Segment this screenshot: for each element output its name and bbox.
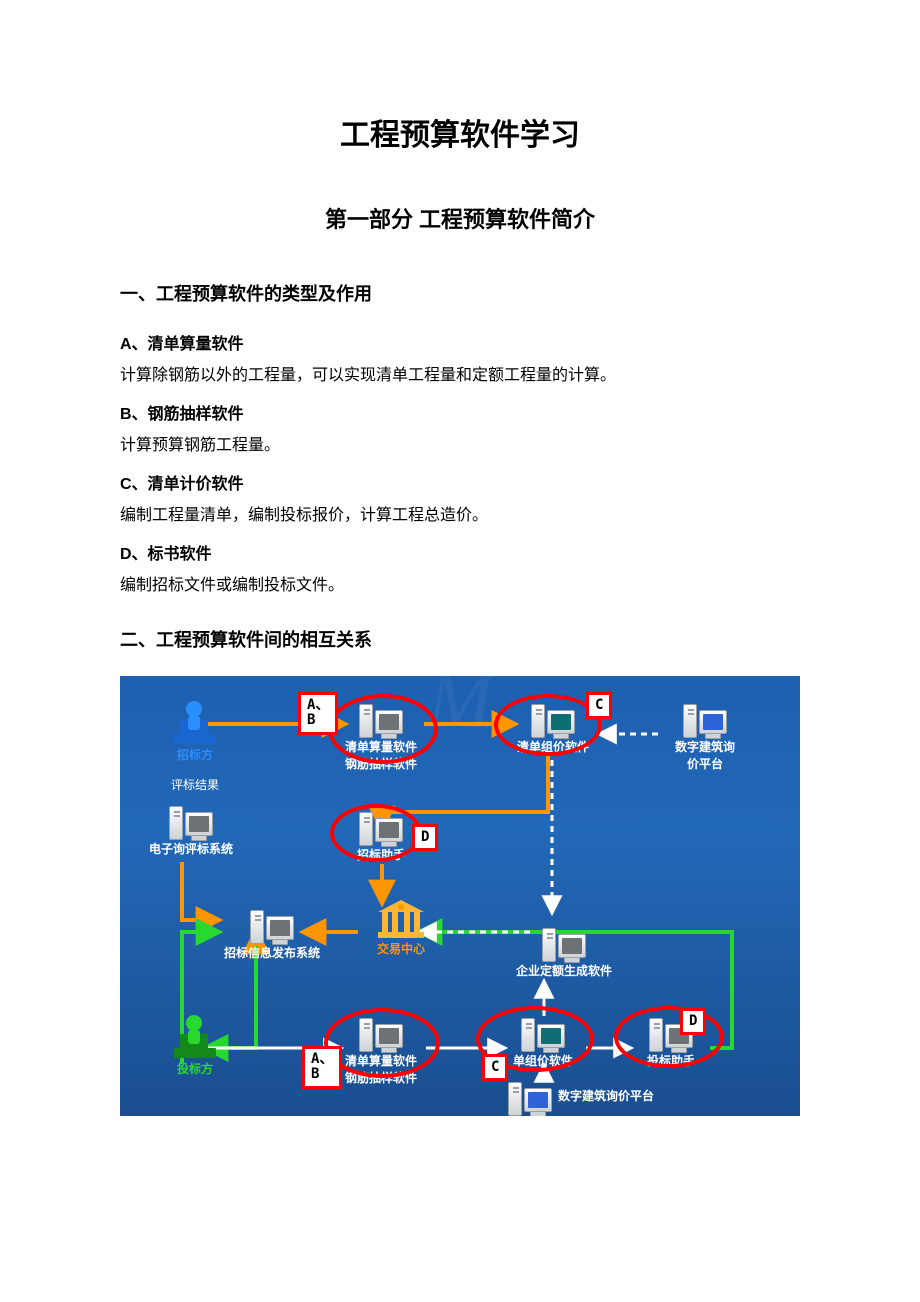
person-icon <box>170 1012 220 1060</box>
relationship-diagram: M 招标方 评标结果 电子询评标系统 <box>120 676 800 1116</box>
person-icon <box>170 698 220 746</box>
node-label-2: 价平台 <box>687 757 723 772</box>
node-label: 评标结果 <box>171 778 219 793</box>
computer-icon <box>542 922 586 962</box>
item-c-desc: 编制工程量清单，编制投标报价，计算工程总造价。 <box>120 504 800 528</box>
node-label: 招标方 <box>177 748 213 763</box>
section-2-title: 二、工程预算软件间的相互关系 <box>120 626 800 652</box>
tag-ab-top: A、 B <box>298 692 338 735</box>
annotation-circle <box>614 1006 724 1068</box>
node-digital-top: 数字建筑询 价平台 <box>660 698 750 772</box>
computer-icon <box>508 1076 552 1116</box>
item-d-label: D、标书软件 <box>120 540 800 564</box>
node-label: 招标信息发布系统 <box>224 946 320 961</box>
node-eval-result: 评标结果 <box>150 776 240 793</box>
item-a-desc: 计算除钢筋以外的工程量，可以实现清单工程量和定额工程量的计算。 <box>120 364 800 388</box>
item-b-desc: 计算预算钢筋工程量。 <box>120 434 800 458</box>
node-bidder-owner: 招标方 <box>150 698 240 763</box>
node-eval-system: 电子询评标系统 <box>136 800 246 857</box>
node-publish: 招标信息发布系统 <box>212 904 332 961</box>
node-label: 交易中心 <box>377 942 425 957</box>
item-a-label: A、清单算量软件 <box>120 330 800 354</box>
node-digital-bot: 数字建筑询价平台 <box>508 1076 668 1116</box>
node-label: 数字建筑询 <box>675 740 735 755</box>
annotation-circle <box>330 804 422 862</box>
section-1-title: 一、工程预算软件的类型及作用 <box>120 280 800 306</box>
item-b-label: B、钢筋抽样软件 <box>120 400 800 424</box>
node-exchange: 交易中心 <box>356 898 446 957</box>
tag-ab-bot: A、 B <box>302 1046 342 1089</box>
tag-c-bot: C <box>482 1054 508 1081</box>
node-label: 数字建筑询价平台 <box>558 1089 654 1104</box>
node-label: 投标方 <box>177 1062 213 1077</box>
node-bidder-vendor: 投标方 <box>150 1012 240 1077</box>
computer-icon <box>250 904 294 944</box>
doc-title: 工程预算软件学习 <box>120 110 800 154</box>
annotation-circle <box>328 694 438 764</box>
item-d-desc: 编制招标文件或编制投标文件。 <box>120 574 800 598</box>
tag-d-mid: D <box>412 824 438 851</box>
node-label: 企业定额生成软件 <box>516 964 612 979</box>
tag-c-top: C <box>586 692 612 719</box>
part-title: 第一部分 工程预算软件简介 <box>120 202 800 234</box>
bank-icon <box>376 898 426 940</box>
node-ent-quota: 企业定额生成软件 <box>504 922 624 979</box>
computer-icon <box>683 698 727 738</box>
item-c-label: C、清单计价软件 <box>120 470 800 494</box>
tag-d-bot: D <box>680 1008 706 1035</box>
node-label: 电子询评标系统 <box>149 842 233 857</box>
computer-icon <box>169 800 213 840</box>
